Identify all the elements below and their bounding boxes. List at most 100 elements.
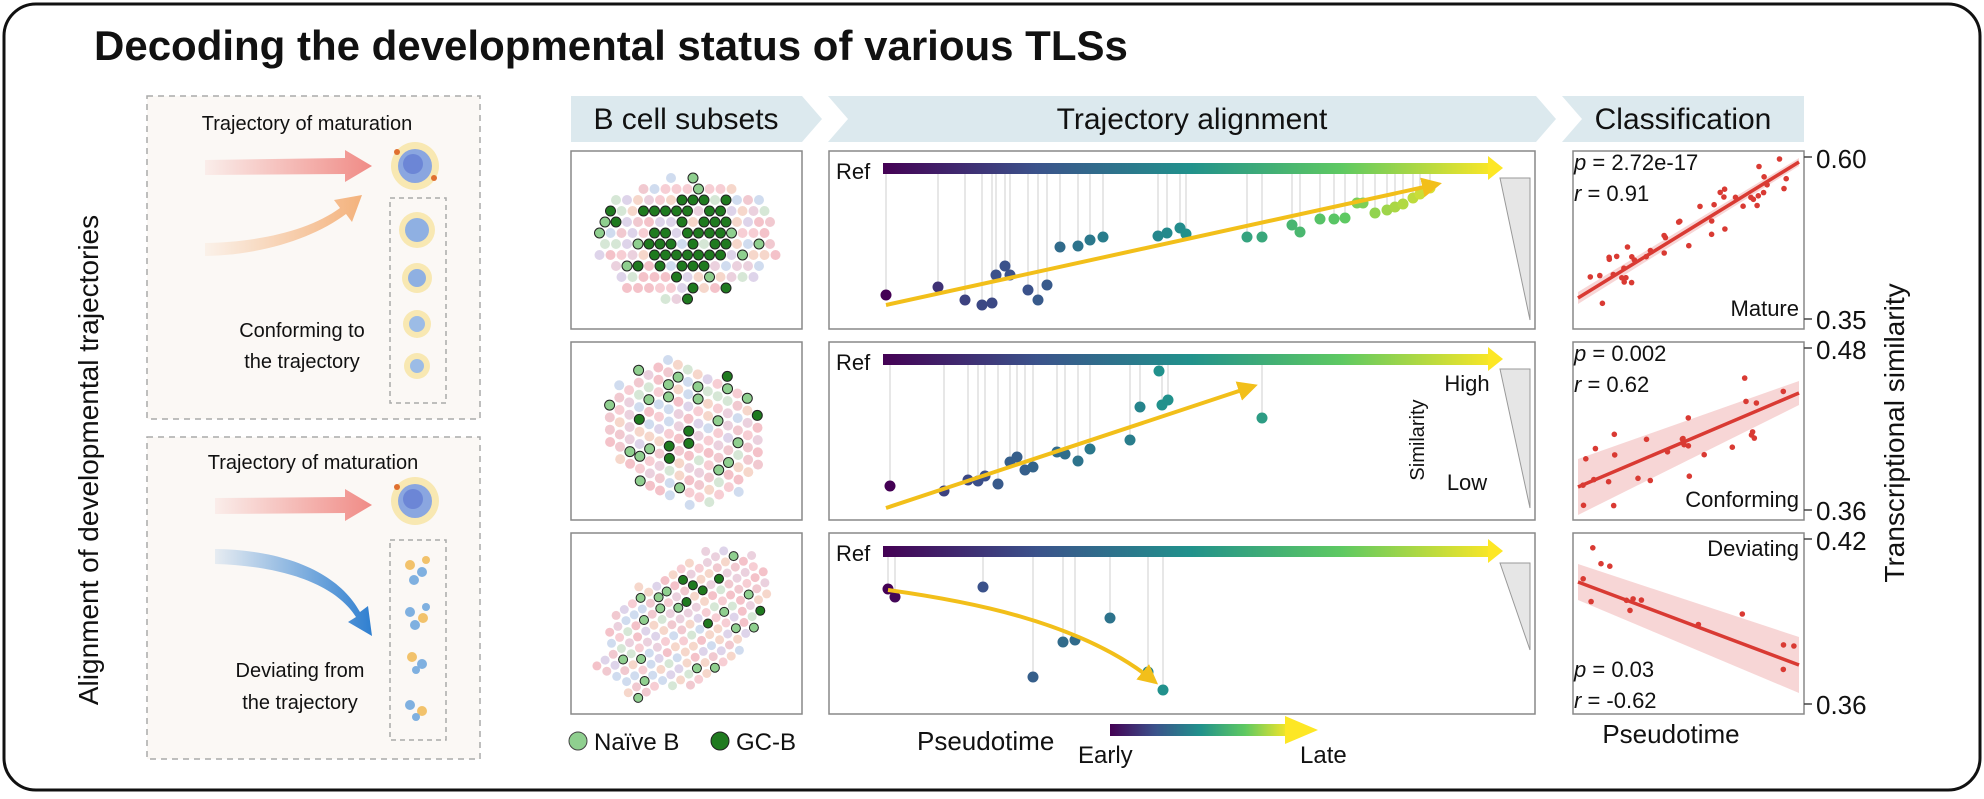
spatial-spot <box>713 624 723 634</box>
spatial-spot <box>671 228 682 238</box>
pseudotime-colorbar <box>1110 724 1290 736</box>
spatial-spot <box>673 409 684 419</box>
spatial-spot <box>626 649 636 659</box>
trajectory-point <box>1256 231 1268 243</box>
spatial-spot <box>732 195 742 205</box>
spatial-spot <box>663 452 675 464</box>
spatial-spot <box>655 217 665 227</box>
trajectory-point <box>1104 612 1116 624</box>
spatial-spot <box>671 294 682 304</box>
sample-point <box>1697 203 1703 210</box>
spatial-spot <box>703 618 713 629</box>
spatial-spot <box>644 217 654 227</box>
trajectory-2-fit-arrow <box>885 381 1258 510</box>
spatial-spot <box>634 439 645 449</box>
spatial-spot <box>665 238 677 250</box>
y-tick-bottom-label: 0.35 <box>1816 305 1867 335</box>
trajectory-point <box>1032 294 1044 306</box>
legend-gcb-label: GC-B <box>736 729 796 756</box>
sample-point <box>1721 186 1728 192</box>
ref-label-2: Ref <box>836 350 871 375</box>
sample-point <box>1580 576 1586 582</box>
spatial-spot <box>657 614 667 624</box>
spatial-spot <box>660 272 671 282</box>
spatial-spot <box>692 381 704 393</box>
spatial-spot <box>722 408 733 419</box>
spatial-spot <box>684 499 695 510</box>
trajectory-point <box>1011 451 1023 463</box>
spatial-spot <box>721 370 733 382</box>
sample-point <box>1781 185 1787 192</box>
trajectory-point <box>976 299 988 311</box>
spatial-spot <box>655 603 666 614</box>
ref-label-1: Ref <box>836 159 871 184</box>
spatial-spot <box>753 459 763 470</box>
spatial-spot <box>686 569 696 579</box>
spatial-spot <box>625 458 636 469</box>
spatial-spot <box>666 217 676 227</box>
spatial-spot <box>624 422 635 432</box>
spatial-spot <box>759 228 770 238</box>
spatial-spot <box>663 355 673 365</box>
spatial-spot <box>753 238 765 250</box>
spatial-spot <box>622 217 632 227</box>
spatial-spot <box>730 562 740 572</box>
spatial-spot <box>643 394 655 406</box>
spatial-spot <box>644 406 655 417</box>
spatial-spot <box>627 272 638 282</box>
spatial-spot <box>726 184 737 194</box>
spatial-spot <box>704 569 714 578</box>
spatial-spot <box>692 369 703 380</box>
spatial-spot <box>748 250 759 260</box>
spatial-spot <box>708 652 718 662</box>
spatial-spot <box>654 436 665 447</box>
spatial-spot <box>701 608 711 617</box>
trajectory-point <box>1057 636 1069 648</box>
spatial-spot <box>644 261 654 271</box>
trajectory-point <box>1152 230 1164 242</box>
ref-bar-1-head <box>1488 156 1503 180</box>
deviating-box-header: Trajectory of maturation <box>208 452 418 474</box>
spatial-spot <box>754 595 763 605</box>
spatial-spot <box>683 437 695 449</box>
trajectory-point <box>1294 226 1306 238</box>
spatial-spot <box>616 228 627 238</box>
spatial-spot <box>762 589 772 599</box>
regression-line <box>1577 160 1800 300</box>
trajectory-2-points <box>884 365 1268 497</box>
spatial-spot <box>719 546 729 556</box>
spatial-spot <box>673 384 684 395</box>
spatial-spot <box>700 596 709 606</box>
trajectory-point <box>1153 365 1165 377</box>
spatial-spot <box>743 261 753 271</box>
spatial-spot <box>709 662 720 673</box>
spatial-spot <box>684 463 695 473</box>
spatial-spot <box>634 450 646 462</box>
sample-point <box>1776 156 1783 162</box>
spatial-spot <box>690 591 700 601</box>
spatial-spot <box>759 250 770 260</box>
spatial-spot <box>722 396 733 406</box>
spatial-spot <box>654 260 666 272</box>
ref-label-3: Ref <box>836 541 871 566</box>
spatial-spot <box>644 431 655 442</box>
trajectory-point <box>1027 461 1039 473</box>
trajectory-point <box>1072 240 1084 252</box>
spatial-spot <box>672 653 682 663</box>
spatial-spot <box>715 249 726 261</box>
spatial-spot <box>634 582 644 592</box>
spatial-spot <box>682 293 693 305</box>
spatial-spot <box>613 621 623 631</box>
spatial-spot <box>723 445 734 456</box>
spatial-spot <box>712 403 723 414</box>
spatial-spot <box>663 416 674 427</box>
spatial-spot <box>704 205 715 217</box>
spatial-spot <box>718 657 728 667</box>
spatial-spot <box>676 216 688 228</box>
pseudotime-early-label: Early <box>1078 742 1133 769</box>
spatial-spot <box>658 676 668 685</box>
spatial-spot <box>758 567 768 577</box>
deviating-schematic: Trajectory of maturation Deviating from … <box>146 436 481 760</box>
spatial-spot <box>712 391 723 402</box>
banner-classification <box>1562 96 1804 142</box>
